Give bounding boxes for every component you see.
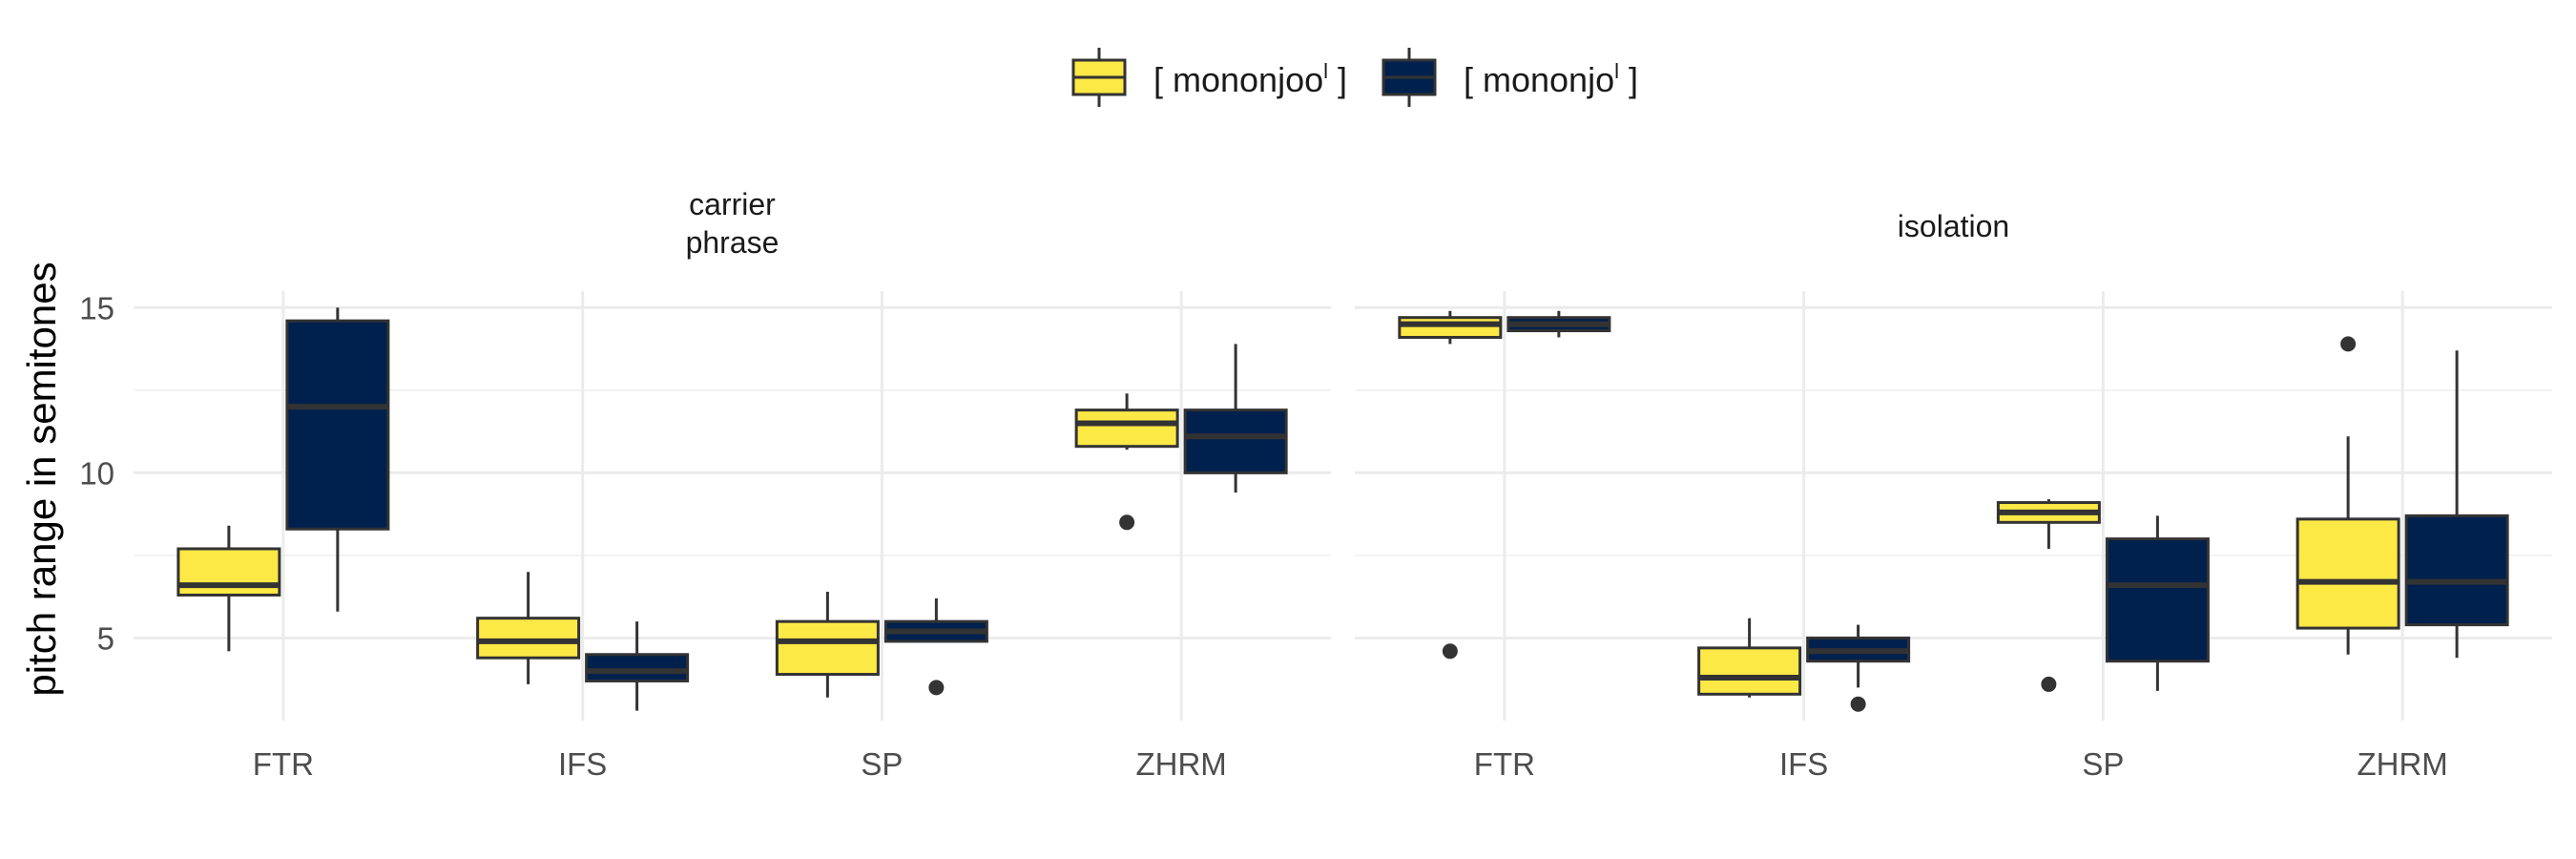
legend: [ mononjool ] [ mononjol ]	[1071, 48, 1638, 107]
box-sp-series-2	[2105, 515, 2210, 691]
box-zhrm-series-1	[2296, 336, 2400, 655]
outlier-point	[1850, 696, 1866, 712]
legend-entry-1: [ mononjool ]	[1071, 48, 1347, 107]
box-sp-series-2	[883, 597, 988, 696]
x-tick-label-sp: SP	[2082, 746, 2124, 782]
box-iqr	[476, 617, 581, 660]
outlier-point	[1119, 514, 1135, 531]
y-tick-label-5: 5	[97, 620, 114, 656]
y-tick-label-15: 15	[79, 290, 114, 325]
x-tick-label-zhrm: ZHRM	[1135, 746, 1226, 782]
panel-carrier-phrase: carrier phrase 5 10 15 FTR IFS SP ZHRM	[79, 187, 1331, 782]
panel-title-line: isolation	[1898, 209, 2009, 243]
x-tick-label-zhrm: ZHRM	[2357, 746, 2447, 782]
legend-label: [ mononjol ]	[1464, 59, 1638, 99]
y-axis-title: pitch range in semitones	[19, 262, 64, 696]
box-ifs-series-1	[476, 572, 581, 684]
box-iqr	[1398, 316, 1503, 339]
box-ftr-series-1	[177, 525, 281, 652]
outlier-point	[928, 680, 945, 696]
box-iqr	[285, 319, 390, 531]
box-zhrm-series-2	[1183, 344, 1288, 493]
box-sp-series-1	[1996, 499, 2101, 692]
box-iqr	[2296, 517, 2400, 630]
box-iqr	[2404, 513, 2509, 627]
box-ftr-series-1	[1398, 310, 1503, 660]
box-iqr	[775, 619, 880, 677]
x-tick-label-sp: SP	[861, 746, 903, 782]
box-iqr	[1183, 409, 1288, 474]
panel-title-line: carrier	[689, 187, 776, 221]
x-tick-label-ftr: FTR	[1474, 746, 1535, 782]
outlier-point	[2041, 676, 2057, 692]
box-ifs-series-2	[1806, 624, 1911, 712]
legend-entry-2: [ mononjol ]	[1381, 48, 1638, 107]
box-sp-series-1	[775, 592, 880, 698]
box-ifs-series-1	[1697, 618, 1802, 698]
box-zhrm-series-1	[1074, 393, 1179, 531]
panel-title-line: phrase	[686, 225, 779, 260]
box-iqr	[1074, 409, 1179, 449]
x-tick-label-ifs: IFS	[1779, 746, 1828, 782]
box-iqr	[2105, 537, 2210, 663]
outlier-point	[1442, 643, 1458, 660]
y-tick-label-10: 10	[79, 455, 114, 491]
box-iqr	[1697, 646, 1802, 696]
x-tick-label-ftr: FTR	[253, 746, 314, 782]
chart-panels: carrier phrase 5 10 15 FTR IFS SP ZHRM isolation F…	[79, 187, 2552, 782]
box-iqr	[585, 653, 690, 682]
box-ftr-series-2	[285, 307, 390, 612]
x-tick-label-ifs: IFS	[558, 746, 607, 782]
panel-isolation: isolation FTR IFS SP ZHRM	[1355, 209, 2552, 782]
box-ifs-series-2	[585, 621, 690, 711]
box-zhrm-series-2	[2404, 350, 2509, 659]
legend-label: [ mononjool ]	[1153, 59, 1347, 99]
box-iqr	[177, 547, 281, 597]
box-ftr-series-2	[1506, 310, 1611, 338]
outlier-point	[2340, 336, 2357, 352]
